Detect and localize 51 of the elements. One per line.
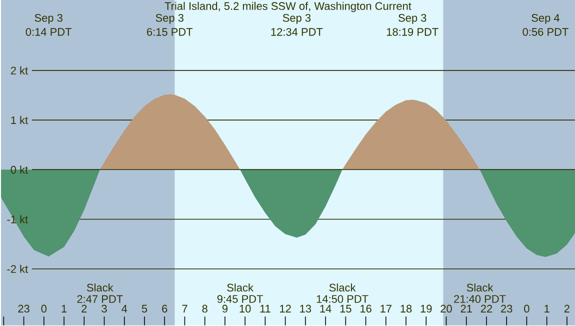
- annotation: Sep 3: [34, 14, 62, 24]
- x-tick-label: 19: [420, 304, 432, 313]
- x-tick-label: 23: [501, 304, 512, 313]
- annotation: Slack: [329, 284, 356, 292]
- annotation: Slack: [86, 284, 114, 292]
- annotation: 9:45 PDT: [217, 295, 263, 303]
- annotation: Slack: [466, 284, 494, 292]
- x-tick-label: 2: [564, 304, 570, 313]
- x-tick-label: 0: [524, 304, 530, 313]
- x-tick-label: 7: [182, 304, 188, 313]
- x-tick-label: 1: [544, 304, 550, 313]
- x-tick-label: 2: [82, 304, 87, 313]
- x-tick-label: 17: [380, 304, 392, 313]
- x-tick-label: 22: [480, 304, 492, 313]
- x-tick-label: 23: [18, 304, 30, 313]
- annotation: 12:34 PDT: [271, 28, 323, 36]
- annotation: 14:50 PDT: [316, 295, 368, 303]
- y-tick-label: -1 kt: [7, 215, 28, 224]
- x-tick-label: 11: [260, 304, 270, 313]
- annotation: 21:40 PDT: [454, 295, 506, 303]
- x-tick-label: 1: [62, 304, 67, 313]
- annotation: Sep 3: [398, 14, 426, 24]
- x-tick-label: 3: [102, 304, 107, 313]
- annotation: Slack: [227, 284, 254, 292]
- x-tick-label: 21: [460, 304, 472, 313]
- annotation: Sep 3: [156, 14, 184, 24]
- x-tick-label: 5: [142, 304, 148, 313]
- annotation: Sep 4: [532, 14, 560, 24]
- x-tick-label: 20: [440, 304, 452, 313]
- x-tick-label: 10: [240, 304, 251, 313]
- x-tick-label: 8: [202, 304, 208, 313]
- x-tick-label: 14: [320, 304, 332, 313]
- x-tick-label: 16: [360, 304, 372, 313]
- y-tick-label: -2 kt: [7, 264, 28, 273]
- annotation: 0:56 PDT: [522, 28, 568, 36]
- annotation: 2:47 PDT: [77, 295, 123, 303]
- annotation: 18:19 PDT: [386, 28, 438, 36]
- y-tick-label: 1 kt: [11, 116, 28, 124]
- chart-title: Trial Island, 5.2 miles SSW of, Washington Current: [164, 2, 412, 12]
- x-tick-label: 6: [162, 304, 168, 313]
- x-tick-label: 0: [41, 304, 47, 313]
- x-tick-label: 9: [222, 304, 228, 313]
- annotation: Sep 3: [282, 14, 311, 24]
- annotation: 0:14 PDT: [26, 28, 72, 36]
- annotation: 6:15 PDT: [147, 28, 193, 36]
- x-tick-label: 4: [122, 304, 128, 313]
- x-tick-label: 13: [300, 304, 312, 313]
- y-tick-label: 2 kt: [10, 66, 28, 75]
- x-tick-label: 12: [280, 304, 291, 313]
- x-tick-label: 18: [400, 304, 412, 313]
- x-tick-label: 15: [340, 304, 352, 313]
